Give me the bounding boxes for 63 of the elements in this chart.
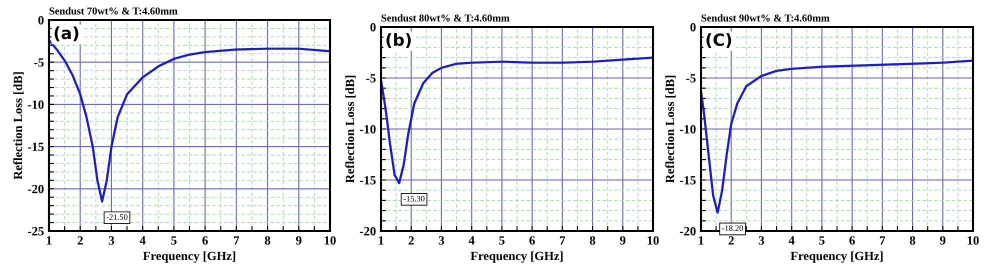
x-tick-label: 7 — [560, 236, 566, 245]
x-tick-label: 3 — [108, 236, 114, 245]
x-tick-label: 9 — [620, 236, 626, 245]
annotation: -15.30 — [404, 196, 425, 202]
y-axis-title: Reflection Loss [dB] — [345, 76, 356, 183]
y-tick-label: -10 — [680, 125, 696, 134]
x-tick-label: 9 — [940, 236, 946, 245]
line-series — [701, 60, 973, 214]
y-tick-label: -5 — [686, 74, 696, 82]
annotation: (C) — [706, 33, 732, 48]
x-tick-label: 10 — [968, 236, 979, 245]
x-tick-label: 5 — [499, 236, 505, 245]
x-tick-label: 5 — [819, 236, 825, 245]
x-tick-label: 2 — [78, 236, 83, 245]
x-tick-label: 7 — [234, 236, 240, 245]
y-tick-label: 0 — [690, 23, 696, 32]
x-tick-label: 5 — [171, 236, 177, 245]
x-axis-title: Frequency [GHz] — [470, 251, 563, 263]
x-tick-label: 3 — [438, 236, 444, 245]
x-tick-label: 4 — [140, 236, 146, 245]
x-tick-label: 3 — [758, 236, 764, 245]
x-tick-label: 2 — [728, 236, 734, 245]
x-tick-label: 8 — [910, 236, 916, 245]
y-tick-label: -10 — [360, 125, 376, 134]
chart-title: Sendust 70wt% & T:4.60mm — [50, 7, 178, 15]
x-tick-label: 6 — [849, 236, 855, 245]
y-axis-title: Reflection Loss [dB] — [665, 76, 676, 183]
line-series — [381, 56, 653, 184]
y-tick-label: -20 — [680, 227, 696, 236]
chart-title: Sendust 90wt% & T:4.60mm — [702, 14, 830, 22]
annotation: -18.20 — [722, 225, 743, 232]
x-tick-label: 7 — [880, 236, 886, 245]
y-tick-label: -20 — [360, 227, 376, 236]
y-tick-label: 0 — [370, 23, 376, 32]
x-tick-label: 6 — [529, 236, 535, 245]
y-tick-label: -15 — [680, 176, 696, 184]
annotation: (a) — [54, 26, 78, 42]
y-tick-label: -5 — [34, 58, 44, 67]
y-axis-title: Reflection Loss [dB] — [13, 72, 24, 180]
x-tick-label: 8 — [590, 236, 596, 245]
x-tick-label: 4 — [468, 236, 475, 245]
x-axis-title: Frequency [GHz] — [143, 251, 236, 263]
x-tick-label: 8 — [264, 236, 270, 245]
chart-title: Sendust 80wt% & T:4.60mm — [382, 14, 510, 22]
y-tick-label: -20 — [28, 184, 44, 194]
annotation: (b) — [386, 33, 411, 48]
x-tick-label: 10 — [648, 236, 659, 245]
x-tick-label: 4 — [788, 236, 795, 245]
y-tick-label: -15 — [28, 142, 44, 152]
y-tick-label: -15 — [360, 176, 376, 184]
x-tick-label: 1 — [698, 236, 704, 245]
annotation: -21.50 — [106, 214, 128, 220]
x-axis-title: Frequency [GHz] — [790, 251, 883, 263]
y-tick-label: -5 — [366, 74, 376, 82]
x-tick-label: 6 — [202, 236, 208, 245]
x-tick-label: 9 — [296, 236, 302, 245]
x-tick-label: 1 — [46, 236, 52, 245]
y-tick-label: -10 — [28, 100, 44, 109]
x-tick-label: 1 — [378, 236, 384, 245]
x-tick-label: 10 — [324, 236, 336, 245]
y-tick-label: -25 — [28, 227, 44, 236]
y-tick-label: 0 — [38, 16, 44, 24]
x-tick-label: 2 — [408, 236, 414, 245]
